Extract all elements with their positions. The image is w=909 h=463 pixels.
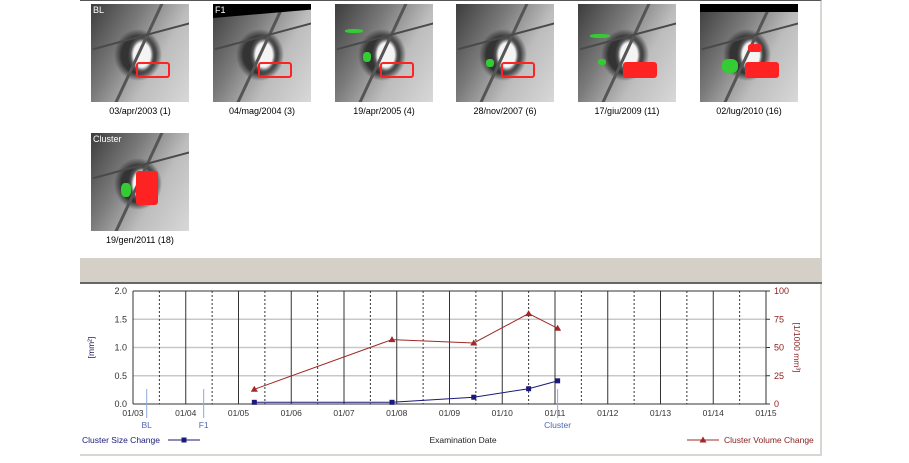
y-tick-label-right: 75 xyxy=(774,314,784,324)
data-point-volume xyxy=(554,324,562,331)
thumbnail-caption: 02/lug/2010 (16) xyxy=(716,106,782,116)
y-tick-label-left: 1.5 xyxy=(114,314,127,324)
data-point-volume xyxy=(470,339,478,346)
x-tick-label: 01/03 xyxy=(122,408,144,418)
x-axis-label: Examination Date xyxy=(429,435,496,445)
data-point-volume xyxy=(525,310,533,317)
x-tick-label: 01/09 xyxy=(439,408,461,418)
fundus-image xyxy=(335,4,433,102)
y-tick-label-left: 2.0 xyxy=(114,286,127,296)
thumbnail-caption: 03/apr/2003 (1) xyxy=(109,106,171,116)
x-tick-label: 01/11 xyxy=(545,408,566,418)
thumbnail-caption: 17/giu/2009 (11) xyxy=(594,106,660,116)
image-tag: F1 xyxy=(215,5,226,15)
thumbnail-caption: 04/mag/2004 (3) xyxy=(228,106,296,116)
y-tick-label-left: 0.5 xyxy=(114,371,127,381)
thumbnail-caption: 19/gen/2011 (18) xyxy=(106,235,174,245)
y-tick-label-right: 100 xyxy=(774,286,789,296)
x-tick-label: 01/05 xyxy=(228,408,250,418)
data-point-size xyxy=(555,378,561,384)
fundus-image: Cluster xyxy=(91,133,189,231)
image-tag: BL xyxy=(93,5,105,15)
thumbnail-2005[interactable]: 19/apr/2005 (4) xyxy=(335,4,433,116)
thumbnail-2010[interactable]: 02/lug/2010 (16) xyxy=(700,4,798,116)
y-tick-label-left: 1.0 xyxy=(114,343,127,353)
cluster-change-chart: 0.0 0 0.5 25 1.0 50 1.5 75 2.0 100 01/03 01/04 01/05… xyxy=(82,286,814,445)
y-tick-label-right: 25 xyxy=(774,371,784,381)
data-point-size xyxy=(471,394,477,400)
thumbnail-cluster[interactable]: Cluster 19/gen/2011 (18) xyxy=(91,133,189,245)
thumbnail-f1[interactable]: F1 04/mag/2004 (3) xyxy=(213,4,311,116)
fundus-image: BL xyxy=(91,4,189,102)
exam-marker-label: BL xyxy=(142,420,153,430)
x-tick-label: 01/10 xyxy=(492,408,514,418)
exam-marker-label: Cluster xyxy=(544,420,571,430)
y-axis-label-left: [mm²] xyxy=(86,337,96,359)
series-line-square xyxy=(254,380,558,403)
legend-label-size: Cluster Size Change xyxy=(82,435,160,445)
x-tick-label: 01/08 xyxy=(386,408,408,418)
splitter-bar[interactable] xyxy=(80,258,822,284)
image-tag: Cluster xyxy=(93,134,122,144)
image-gallery-panel: BL 03/apr/2003 (1) F1 04/mag/2004 (3) 19… xyxy=(80,0,822,259)
data-point-size xyxy=(251,399,257,405)
data-point-size xyxy=(389,399,395,405)
data-point-volume xyxy=(250,385,258,392)
fundus-image xyxy=(456,4,554,102)
x-tick-label: 01/14 xyxy=(703,408,725,418)
thumbnail-baseline[interactable]: BL 03/apr/2003 (1) xyxy=(91,4,189,116)
chart-panel: 0.0 0 0.5 25 1.0 50 1.5 75 2.0 100 01/03 01/04 01/05… xyxy=(80,284,822,456)
fundus-image xyxy=(578,4,676,102)
x-tick-label: 01/13 xyxy=(650,408,672,418)
x-tick-label: 01/12 xyxy=(597,408,619,418)
y-axis-label-right: [1/1000 mm³] xyxy=(792,322,802,372)
fundus-image xyxy=(700,4,798,102)
y-tick-label-right: 0 xyxy=(774,399,779,409)
x-tick-label: 01/06 xyxy=(281,408,303,418)
exam-marker-label: F1 xyxy=(199,420,209,430)
legend-marker-volume xyxy=(699,436,707,443)
x-tick-label: 01/07 xyxy=(333,408,355,418)
thumbnail-caption: 28/nov/2007 (6) xyxy=(473,106,537,116)
data-point-volume xyxy=(388,336,396,343)
series-line-triangle xyxy=(254,313,558,390)
legend-marker-size xyxy=(181,437,187,443)
legend-label-volume: Cluster Volume Change xyxy=(724,435,814,445)
x-tick-label: 01/15 xyxy=(755,408,777,418)
thumbnail-caption: 19/apr/2005 (4) xyxy=(353,106,415,116)
data-point-size xyxy=(526,386,532,392)
x-tick-label: 01/04 xyxy=(175,408,197,418)
y-tick-label-left: 0.0 xyxy=(114,399,127,409)
thumbnail-2007[interactable]: 28/nov/2007 (6) xyxy=(456,4,554,116)
thumbnail-2009[interactable]: 17/giu/2009 (11) xyxy=(578,4,676,116)
fundus-image: F1 xyxy=(213,4,311,102)
y-tick-label-right: 50 xyxy=(774,343,784,353)
